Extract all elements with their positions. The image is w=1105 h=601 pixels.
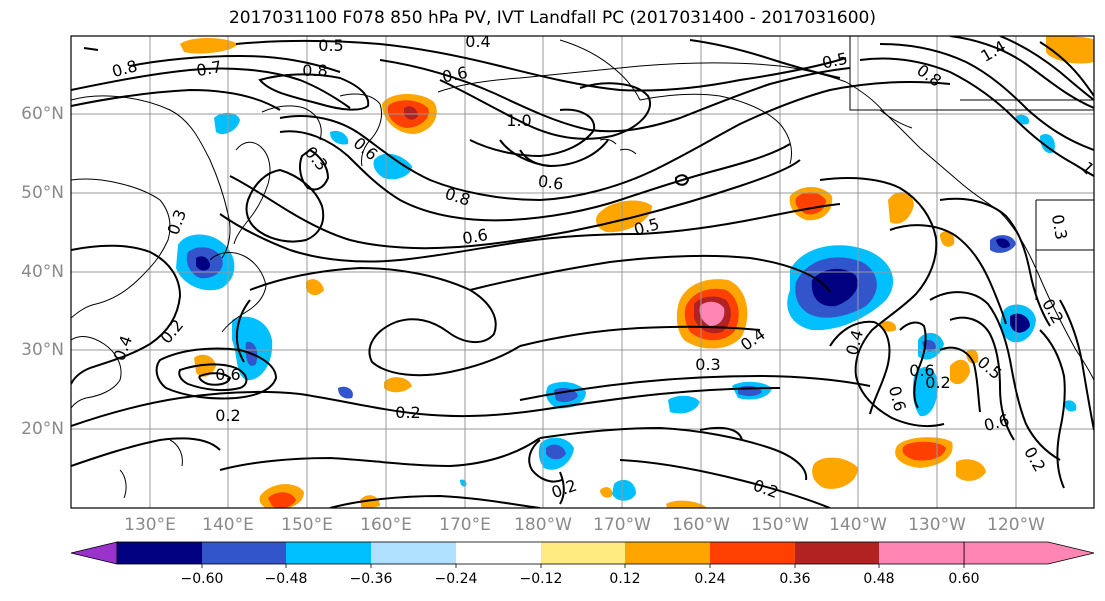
colorbar-tick-label: 0.48 <box>863 571 895 587</box>
contour-label: 0.4 <box>465 32 490 51</box>
colorbar-tick-label: 0.60 <box>948 571 980 587</box>
longitude-label: 170°W <box>593 515 651 535</box>
colorbar-swatch <box>541 542 625 564</box>
contour-label: 0.6 <box>537 171 565 193</box>
latitude-label: 20°N <box>21 419 64 439</box>
colorbar-swatch <box>202 542 286 564</box>
contour-label: 1.0 <box>506 111 531 130</box>
contour-label: 0.2 <box>395 403 420 422</box>
colorbar-extend-max <box>963 541 1095 565</box>
longitude-label: 140°E <box>202 515 254 535</box>
contour-label: 0.8 <box>913 60 945 90</box>
plot-frame <box>70 35 1095 509</box>
latitude-label: 60°N <box>21 104 64 124</box>
contour-label: 0.6 <box>440 63 469 87</box>
colorbar-swatch <box>795 542 879 564</box>
contour-label: 0.6 <box>909 361 934 380</box>
contour-label: 0.4 <box>842 328 867 358</box>
colorbar-tick-label: −0.24 <box>434 571 478 587</box>
map-title: 2017031100 F078 850 hPa PV, IVT Landfall… <box>228 8 876 28</box>
latitude-label: 30°N <box>21 340 64 360</box>
colorbar-swatch <box>371 542 456 564</box>
graticule <box>71 36 1094 508</box>
longitude-label: 140°W <box>829 515 887 535</box>
colorbar-tick-label: −0.36 <box>349 571 393 587</box>
contour-label: 0.3 <box>1048 213 1071 241</box>
contour-label: 0.2 <box>925 373 950 392</box>
longitude-label: 150°E <box>281 515 333 535</box>
contour-label: 0.3 <box>695 355 720 374</box>
contour-label: 0.7 <box>195 57 223 80</box>
colorbar-swatch <box>456 542 541 564</box>
colorbar-swatch <box>879 542 964 564</box>
contour-label: 0.2 <box>215 406 240 425</box>
longitude-label: 150°W <box>751 515 809 535</box>
contour-label: 1.4 <box>977 37 1009 66</box>
colorbar-tick-label: −0.12 <box>519 571 563 587</box>
colorbar-extend-min <box>70 541 118 565</box>
longitude-label: 180°W <box>514 515 572 535</box>
colorbar-tick-label: 0.36 <box>779 571 811 587</box>
colorbar-swatch <box>117 542 202 564</box>
contour-label: 0.6 <box>461 225 489 248</box>
contour-label: 0.8 <box>443 184 473 210</box>
contour-label: 0.6 <box>982 410 1012 435</box>
contour-label: 0.6 <box>885 384 910 414</box>
longitude-label: 130°E <box>124 515 176 535</box>
longitude-label: 120°W <box>987 515 1045 535</box>
colorbar-swatch <box>710 542 795 564</box>
colorbar <box>70 541 1095 568</box>
longitude-label: 160°W <box>672 515 730 535</box>
contour-label: 0.5 <box>820 49 849 73</box>
contour-label: 0.5 <box>318 36 343 55</box>
contour-label: 0.6 <box>215 365 240 384</box>
colorbar-tick-label: 0.12 <box>609 571 641 587</box>
latitude-label: 40°N <box>21 262 64 282</box>
contour-label: 0.2 <box>156 316 187 348</box>
colorbar-swatch <box>625 542 710 564</box>
longitude-label: 160°E <box>360 515 412 535</box>
longitude-label: 170°E <box>439 515 491 535</box>
contour-label: 1 <box>1078 158 1099 179</box>
colorbar-tick-label: −0.60 <box>180 571 224 587</box>
contour-label: 0.2 <box>549 476 579 503</box>
contour-label: 0.2 <box>1038 295 1067 327</box>
colorbar-swatch <box>286 542 371 564</box>
contour-label: 0.8 <box>302 61 327 80</box>
contour-lines <box>71 36 1094 508</box>
contour-label: 0.2 <box>751 476 781 503</box>
colorbar-tick-label: −0.48 <box>264 571 308 587</box>
contour-label: 0.4 <box>110 333 137 363</box>
colorbar-tick-label: 0.24 <box>694 571 726 587</box>
longitude-label: 130°W <box>908 515 966 535</box>
latitude-label: 50°N <box>21 183 64 203</box>
